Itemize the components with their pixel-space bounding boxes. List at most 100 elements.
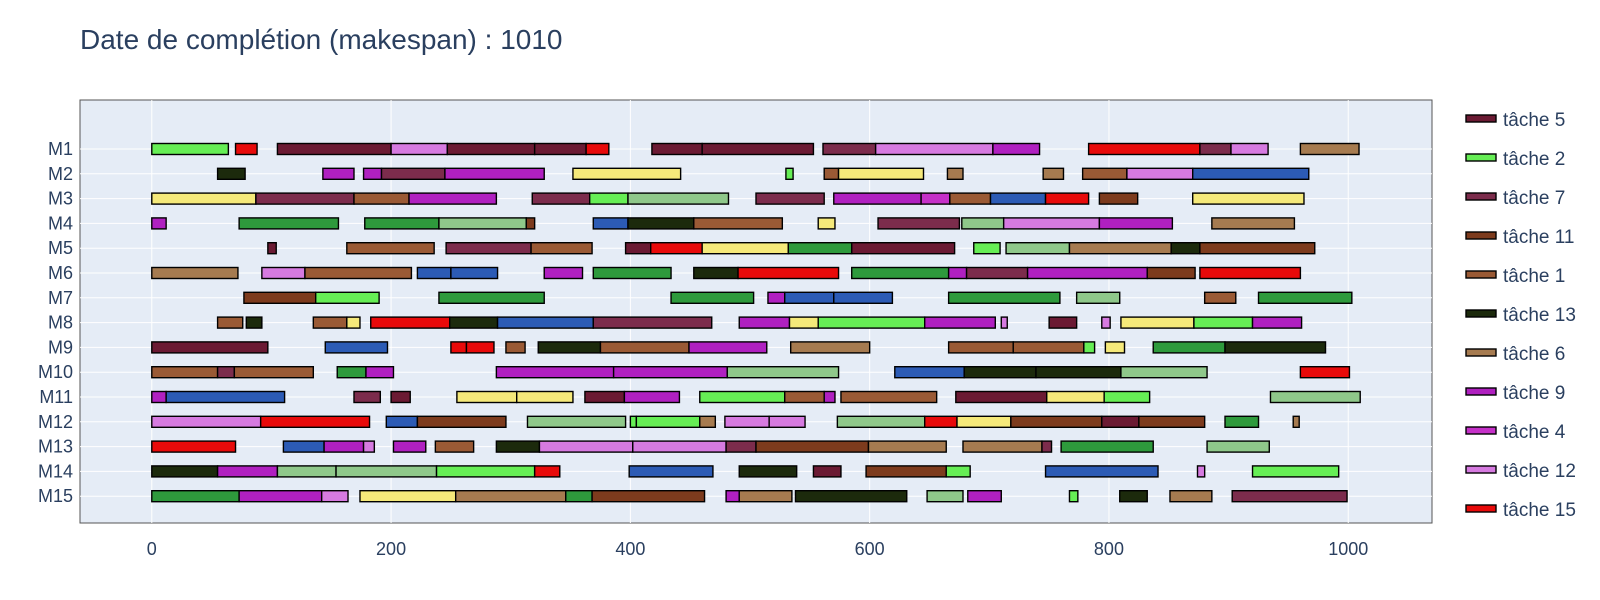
gantt-bar <box>738 316 791 329</box>
gantt-bar <box>738 465 798 478</box>
gantt-bar <box>967 490 1002 503</box>
y-tick-label: M15 <box>38 486 73 506</box>
gantt-bar <box>324 341 389 354</box>
gantt-bar <box>784 390 825 404</box>
gantt-bar <box>1269 390 1361 404</box>
gantt-bar <box>456 390 518 404</box>
gantt-bar <box>255 192 355 205</box>
legend-swatch <box>1465 114 1497 123</box>
gantt-bar <box>1206 440 1270 453</box>
legend-item: tâche 7 <box>1465 188 1565 209</box>
legend-item: tâche 12 <box>1465 461 1576 482</box>
y-tick-label: M11 <box>39 387 73 407</box>
gantt-bar <box>1046 390 1105 404</box>
gantt-bar <box>446 142 536 156</box>
gantt-bar <box>1251 316 1303 329</box>
legend-label: tâche 6 <box>1503 344 1565 365</box>
gantt-bar <box>449 316 499 329</box>
gantt-bar <box>812 465 842 478</box>
gantt-bar <box>450 341 468 354</box>
gantt-bar <box>768 415 806 428</box>
gantt-bar <box>438 217 527 230</box>
gantt-bar <box>465 341 495 354</box>
gantt-bar <box>788 316 819 329</box>
gantt-bar <box>408 192 498 205</box>
gantt-bar <box>785 167 794 181</box>
gantt-bar <box>956 415 1012 428</box>
gantt-bar <box>973 241 1001 255</box>
gantt-bar <box>353 390 382 404</box>
gantt-bar <box>259 415 371 428</box>
gantt-bar <box>1002 217 1101 230</box>
x-tick-label: 600 <box>855 539 885 559</box>
gantt-bar <box>530 241 593 255</box>
gantt-bar <box>516 390 574 404</box>
gantt-bar <box>304 266 413 280</box>
legend-swatch <box>1465 192 1497 201</box>
gantt-bar <box>1042 167 1065 181</box>
gantt-bar <box>817 217 836 230</box>
gantt-bar <box>627 192 730 205</box>
gantt-bar <box>787 241 853 255</box>
y-tick-label: M14 <box>38 461 73 481</box>
gantt-bar <box>693 217 784 230</box>
gantt-bar <box>794 490 908 503</box>
gantt-bar <box>1098 192 1139 205</box>
gantt-bar <box>1068 241 1172 255</box>
gantt-bar <box>1101 316 1111 329</box>
x-tick-label: 800 <box>1094 539 1124 559</box>
gantt-bar <box>495 440 541 453</box>
gantt-bar <box>276 465 337 478</box>
gantt-bar <box>1299 142 1360 156</box>
gantt-bar <box>650 241 703 255</box>
gantt-bar <box>276 142 392 156</box>
gantt-bar <box>817 316 926 329</box>
gantt-bar <box>1292 415 1300 428</box>
gantt-bar <box>724 415 770 428</box>
gantt-bar <box>233 366 315 379</box>
gantt-bar <box>926 490 964 503</box>
legend-swatch <box>1465 231 1497 240</box>
y-tick-label: M9 <box>48 337 73 357</box>
gantt-bar <box>1075 291 1121 304</box>
gantt-bar <box>151 192 257 205</box>
gantt-bar <box>599 341 690 354</box>
gantt-bar <box>380 167 446 181</box>
gantt-bar <box>865 465 947 478</box>
gantt-bar <box>1005 241 1071 255</box>
gantt-bar <box>444 167 545 181</box>
gantt-bar <box>1026 266 1148 280</box>
gantt-bar <box>533 465 561 478</box>
gantt-bar <box>823 390 836 404</box>
gantt-bar <box>416 415 507 428</box>
gantt-bar <box>216 465 279 478</box>
gantt-bar <box>1044 465 1159 478</box>
gantt-bar <box>1044 192 1090 205</box>
gantt-bar <box>234 142 258 156</box>
gantt-bar <box>531 192 591 205</box>
y-tick-label: M6 <box>48 263 73 283</box>
gantt-bar <box>624 241 652 255</box>
gantt-bar <box>949 192 992 205</box>
gantt-bar <box>533 142 587 156</box>
x-axis: 0 200 400 600 800 1000 <box>147 539 1368 559</box>
gantt-bar <box>789 341 871 354</box>
gantt-bar <box>1211 217 1296 230</box>
gantt-bar <box>1199 142 1232 156</box>
legend: tâche 5 tâche 2 tâche 7 tâche 11 tâche 1 tâch… <box>1465 110 1576 521</box>
gantt-bar <box>385 415 419 428</box>
gantt-bar <box>1152 341 1226 354</box>
gantt-bar <box>946 167 964 181</box>
legend-label: tâche 12 <box>1503 461 1576 482</box>
gantt-bar <box>737 266 840 280</box>
gantt-bar <box>261 266 306 280</box>
gantt-bar <box>632 440 727 453</box>
gantt-bar <box>243 291 317 304</box>
gantt-bar <box>434 440 475 453</box>
legend-swatch <box>1465 309 1497 318</box>
gantt-bar <box>346 241 435 255</box>
gantt-bar <box>525 217 536 230</box>
y-tick-label: M2 <box>48 164 73 184</box>
gantt-bar <box>1230 142 1269 156</box>
